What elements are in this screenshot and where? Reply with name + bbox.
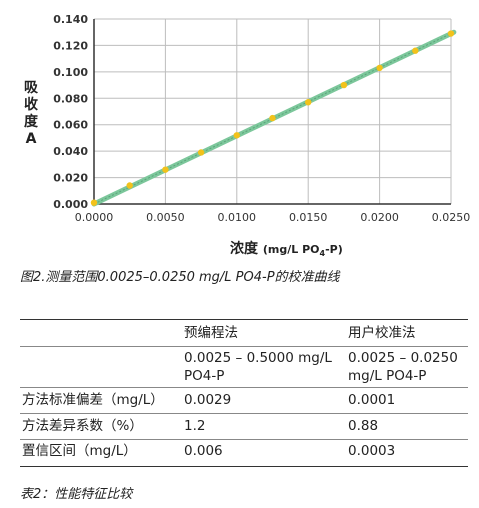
y-tick-label: 0.000 <box>53 198 88 211</box>
table-cell: 方法差异系数（%） <box>20 413 182 440</box>
fit-line-center <box>93 31 455 205</box>
table-row: 0.0025 – 0.5000 mg/L PO4-P 0.0025 – 0.02… <box>20 346 468 388</box>
table-row: 置信区间（mg/L） 0.006 0.0003 <box>20 439 468 467</box>
y-axis-title: 吸收度A <box>24 80 38 147</box>
x-axis-unit-prefix: (mg/L PO <box>262 243 320 256</box>
table-row: 方法标准偏差（mg/L） 0.0029 0.0001 <box>20 387 468 414</box>
y-tick-label: 0.080 <box>53 92 88 105</box>
table-cell: 0.0029 <box>182 387 346 414</box>
table-cell: 0.0003 <box>346 439 468 467</box>
x-axis-title-main: 浓度 <box>230 241 258 257</box>
data-point <box>305 99 312 106</box>
data-point <box>269 114 276 122</box>
y-tick-label: 0.140 <box>53 13 88 26</box>
table-header-cell: 用户校准法 <box>346 319 468 347</box>
x-tick-label: 0.0150 <box>289 211 328 224</box>
data-point <box>197 149 205 156</box>
y-tick-label: 0.120 <box>53 39 88 52</box>
x-tick-label: 0.0200 <box>360 211 399 224</box>
x-tick-label: 0.0050 <box>146 211 185 224</box>
x-axis-unit-suffix: -P) <box>325 243 343 256</box>
x-axis-unit-sub: 4 <box>319 249 326 259</box>
data-point <box>90 199 98 206</box>
y-tick-label: 0.040 <box>53 145 88 158</box>
x-axis-title-unit: (mg/L PO4-P) <box>262 243 343 259</box>
x-tick-label: 0.0100 <box>218 211 257 224</box>
performance-table: 预编程法 用户校准法 0.0025 – 0.5000 mg/L PO4-P 0.… <box>20 319 468 467</box>
table-cell: 0.006 <box>182 439 346 467</box>
x-tick-label: 0.0000 <box>75 211 114 224</box>
data-point <box>340 81 348 89</box>
figure-caption: 图2.测量范围0.0025–0.0250 mg/L PO4-P的校准曲线 <box>20 270 340 285</box>
table-row: 方法差异系数（%） 1.2 0.88 <box>20 413 468 440</box>
x-tick-label: 0.0250 <box>432 211 471 224</box>
table-cell: 0.0025 – 0.5000 mg/L PO4-P <box>182 346 346 388</box>
table-cell: 方法标准偏差（mg/L） <box>20 387 182 414</box>
table-cell: 0.0001 <box>346 387 468 414</box>
calibration-chart: 0.0000 0.0050 0.0100 0.0150 0.0200 0.0250 0.00… <box>53 13 470 224</box>
data-point <box>233 132 240 139</box>
data-point <box>162 166 169 173</box>
table-header-row: 预编程法 用户校准法 <box>20 319 468 347</box>
data-points <box>90 30 455 206</box>
y-tick-label: 0.100 <box>53 66 88 79</box>
data-point <box>126 182 133 189</box>
table-caption: 表2：性能特征比较 <box>20 487 133 502</box>
table-header-cell: 预编程法 <box>182 319 346 347</box>
data-point <box>376 64 383 72</box>
table-cell: 1.2 <box>182 413 346 440</box>
x-axis-title: 浓度 (mg/L PO4-P) <box>230 238 343 258</box>
table-cell: 0.88 <box>346 413 468 440</box>
table-cell: 0.0025 – 0.0250 mg/L PO4-P <box>346 346 468 388</box>
table-cell <box>20 346 182 388</box>
y-tick-label: 0.060 <box>53 119 88 132</box>
chart-axes <box>93 19 451 205</box>
data-point <box>447 30 455 37</box>
table-cell: 置信区间（mg/L） <box>20 439 182 467</box>
data-point <box>412 47 419 54</box>
chart-ticks: 0.0000 0.0050 0.0100 0.0150 0.0200 0.0250 0.00… <box>53 13 470 224</box>
table-header-cell <box>20 319 182 347</box>
y-tick-label: 0.020 <box>53 172 88 185</box>
